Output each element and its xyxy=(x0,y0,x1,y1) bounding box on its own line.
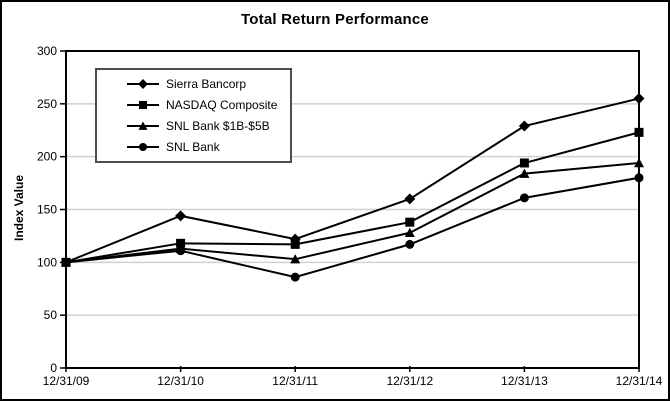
x-tick-label: 12/31/11 xyxy=(272,374,318,388)
y-tick-label: 50 xyxy=(44,308,58,322)
square-marker xyxy=(290,239,300,249)
y-tick-label: 300 xyxy=(37,44,57,58)
diamond-marker xyxy=(138,79,148,90)
series-line-snl-bank xyxy=(65,176,640,279)
triangle-marker xyxy=(404,227,415,237)
x-tick-label: 12/31/10 xyxy=(157,374,204,388)
triangle-marker xyxy=(290,254,301,264)
series-line-nasdaq-composite xyxy=(65,131,640,264)
legend-label: Sierra Bancorp xyxy=(166,77,247,92)
triangle-marker xyxy=(634,158,644,168)
legend-item-snl-bank: SNL Bank xyxy=(127,140,286,154)
square-marker xyxy=(405,217,415,227)
diamond-marker xyxy=(404,193,416,205)
square-marker-icon xyxy=(127,101,159,110)
circle-marker xyxy=(176,246,186,256)
x-tick-label: 12/31/13 xyxy=(501,374,548,388)
legend-label: NASDAQ Composite xyxy=(166,98,278,113)
circle-marker xyxy=(405,239,415,249)
square-marker xyxy=(176,238,186,248)
triangle-marker xyxy=(519,168,530,178)
circle-marker xyxy=(138,142,148,151)
circle-marker xyxy=(290,272,300,282)
y-tick-label: 150 xyxy=(37,203,57,217)
x-tick-label: 12/31/14 xyxy=(616,374,663,388)
series-line-snl-bank-1b-5b xyxy=(65,162,640,264)
legend-label: SNL Bank $1B-$5B xyxy=(166,118,270,133)
y-tick-label: 200 xyxy=(37,150,57,164)
legend-item-snl-bank-1b-5b: SNL Bank $1B-$5B xyxy=(127,119,286,133)
circle-marker xyxy=(61,257,71,267)
series-snl-bank-1b-5b xyxy=(61,158,644,267)
legend: Sierra Bancorp NASDAQ Composite SNL Bank… xyxy=(95,68,292,163)
square-marker xyxy=(138,101,148,110)
x-tick-label: 12/31/12 xyxy=(386,374,433,388)
legend-item-nasdaq-composite: NASDAQ Composite xyxy=(127,98,286,112)
y-tick-label: 0 xyxy=(50,361,57,375)
legend-label: SNL Bank xyxy=(166,139,220,154)
x-tick-label: 12/31/09 xyxy=(43,374,90,388)
series-snl-bank xyxy=(61,173,644,282)
legend-item-sierra-bancorp: Sierra Bancorp xyxy=(127,77,286,91)
diamond-marker-icon xyxy=(127,79,159,90)
triangle-marker-icon xyxy=(127,121,159,130)
triangle-marker xyxy=(138,121,148,130)
circle-marker xyxy=(519,193,529,203)
square-marker xyxy=(634,127,644,137)
square-marker xyxy=(519,158,529,168)
diamond-marker xyxy=(175,210,187,222)
circle-marker xyxy=(634,173,644,183)
circle-marker-icon xyxy=(127,142,159,151)
y-tick-label: 100 xyxy=(37,255,57,269)
diamond-marker xyxy=(633,93,645,105)
chart-title: Total Return Performance xyxy=(241,11,429,28)
series-line-sierra-bancorp xyxy=(65,97,640,264)
diamond-marker xyxy=(518,120,530,132)
y-tick-label: 250 xyxy=(37,97,57,111)
